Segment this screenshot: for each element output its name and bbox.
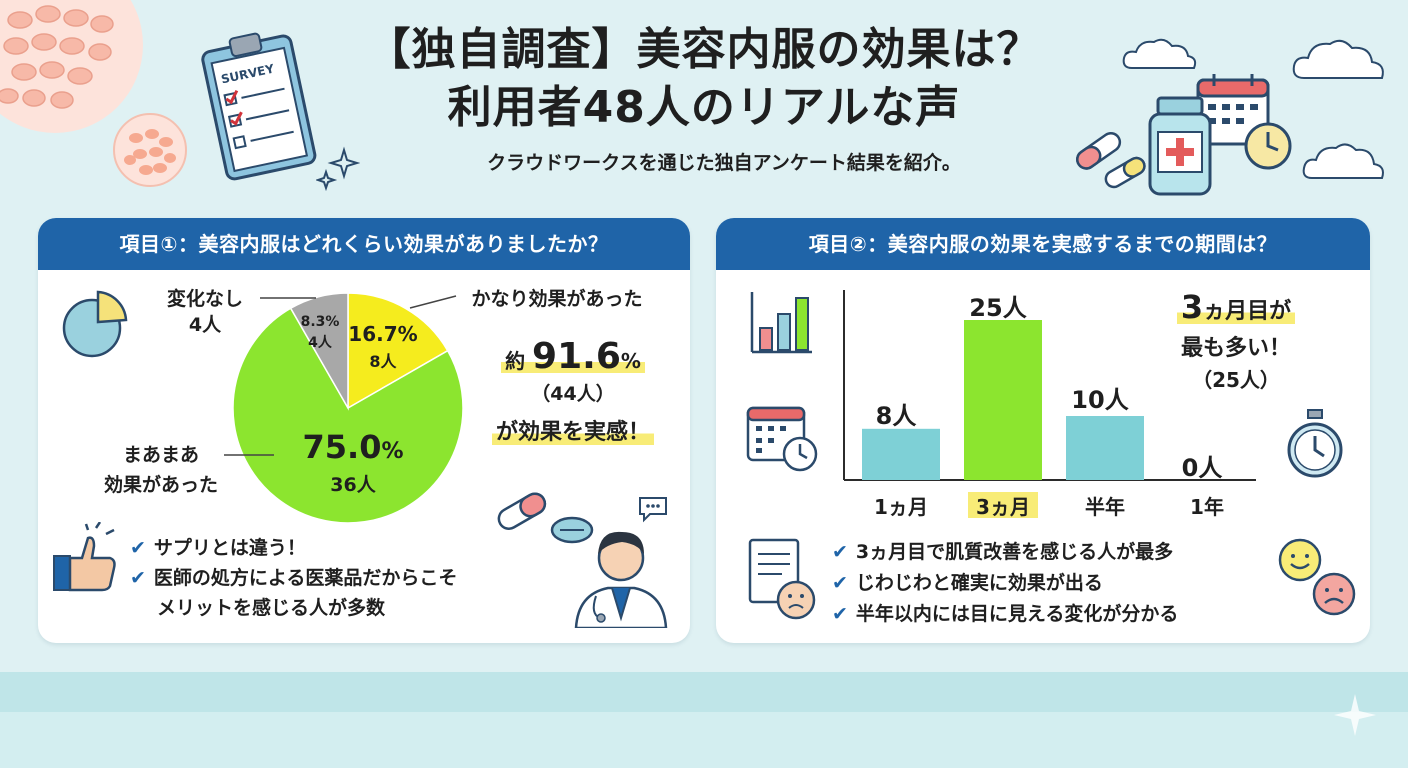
slice-label-gray-count: 4人 <box>308 335 332 351</box>
bar-callout-line1: 3ヵ月目が <box>1176 288 1296 326</box>
bar-value-label-2: 25人 <box>969 294 1027 322</box>
right-panel-heading: 項目②：美容内服の効果を実感するまでの期間は？ <box>716 218 1370 270</box>
background-band <box>0 672 1408 712</box>
left-check-1: ✔ サプリとは違う！ <box>130 534 306 562</box>
page-subtitle: クラウドワークスを通じた独自アンケート結果を紹介。 <box>487 152 961 174</box>
calendar-clock-icon <box>746 406 818 472</box>
survey-clipboard-icon: SURVEY <box>201 32 317 181</box>
sad-face-icon <box>1312 572 1356 616</box>
pie-slice-no-change <box>289 292 349 411</box>
callout-prefix: 約 <box>505 349 526 373</box>
right-check-2: ✔ じわじわと確実に効果が出る <box>832 569 1103 597</box>
bar-category-label-3: 半年 <box>1085 495 1125 518</box>
left-check-3-text: メリットを感じる人が多数 <box>157 597 386 619</box>
callout-suffix-wrap: が効果を実感！ <box>478 414 668 446</box>
check-icon: ✔ <box>832 541 848 563</box>
bar-category-label-4: 1年 <box>1190 495 1224 518</box>
medicine-bottle-icon <box>1148 96 1212 196</box>
right-check-3-text: 半年以内には目に見える変化が分かる <box>855 603 1179 625</box>
bar-callout: 3ヵ月目が 最も多い！ （25人） <box>1136 288 1336 393</box>
doctor-icon <box>574 531 668 628</box>
skin-cells-icon <box>0 0 187 187</box>
bar-value-label-1: 8人 <box>875 402 917 430</box>
leader-line-no-change <box>260 297 316 299</box>
right-check-1: ✔ 3ヵ月目で肌質改善を感じる人が最多 <box>832 538 1173 566</box>
left-check-1-text: サプリとは違う！ <box>153 537 306 559</box>
cloud-icon-bottom <box>1302 143 1384 179</box>
page-title-line1: 【独自調査】美容内服の効果は？ <box>366 24 1042 75</box>
left-check-2: ✔ 医師の処方による医薬品だからこそ <box>130 564 457 592</box>
slice-label-gray-pct: 8.3% <box>300 314 340 330</box>
check-icon: ✔ <box>130 567 146 589</box>
bar-category-label-1: 1ヵ月 <box>874 495 928 518</box>
bar-chart-icon <box>750 292 812 354</box>
bar-3 <box>1066 416 1144 480</box>
check-icon: ✔ <box>832 603 848 625</box>
callout-unit: % <box>620 349 641 373</box>
left-check-2-text: 医師の処方による医薬品だからこそ <box>153 567 458 589</box>
callout-rate: 約 91.6% <box>478 336 668 377</box>
happy-face-icon <box>1278 538 1322 582</box>
bar-category-label-2: 3ヵ月 <box>976 495 1030 518</box>
bar-callout-big: 3 <box>1180 288 1204 326</box>
right-panel: 項目②：美容内服の効果を実感するまでの期間は？ 1ヵ月 3ヵ月 半年 1年 8人 25… <box>716 218 1370 643</box>
right-check-1-text: 3ヵ月目で肌質改善を感じる人が最多 <box>855 541 1174 563</box>
bar-2 <box>964 320 1042 480</box>
left-check-3: メリットを感じる人が多数 <box>157 594 385 622</box>
slice-label-green-unit: % <box>381 439 404 464</box>
bar-category-highlight <box>968 492 1038 518</box>
label-no-change-line2: 4人 <box>188 314 222 336</box>
pie-slice-very-effective <box>347 292 449 410</box>
check-icon: ✔ <box>832 572 848 594</box>
document-sad-face-icon <box>748 538 816 620</box>
speech-bubble-icon <box>639 497 667 523</box>
effect-callout: 約 91.6% （44人） が効果を実感！ <box>478 336 668 446</box>
label-no-change-line1: 変化なし <box>166 288 243 310</box>
slice-label-green-value: 75.0 <box>302 428 382 466</box>
check-icon: ✔ <box>130 537 146 559</box>
label-somewhat-line2: 効果があった <box>103 474 218 496</box>
background-band-lower <box>0 712 1408 768</box>
callout-rate-highlight: 約 91.6% <box>501 336 645 377</box>
sparkle-icon <box>316 146 360 192</box>
cloud-icon-right <box>1292 39 1384 79</box>
slice-label-green-count: 36人 <box>330 474 376 496</box>
label-somewhat-line1: まあまあ <box>122 444 199 466</box>
thumbs-up-icon <box>53 522 116 592</box>
cloud-icon <box>1122 38 1197 69</box>
bar-callout-line1-wrap: 3ヵ月目が <box>1136 288 1336 326</box>
stopwatch-icon <box>1287 409 1343 478</box>
left-panel: 項目①：美容内服はどれくらい効果がありましたか？ 16.7% 8人 8.3% 4… <box>38 218 690 643</box>
effect-pie-chart <box>232 292 464 524</box>
pills-icon <box>497 492 594 544</box>
bar-callout-line2: 最も多い！ <box>1180 336 1291 361</box>
label-very-effective: かなり効果があった <box>471 288 643 310</box>
slice-label-yellow-count: 8人 <box>369 352 397 371</box>
leader-line-somewhat <box>224 454 274 456</box>
bar-1 <box>862 428 940 480</box>
pie-slice-somewhat-effective <box>232 307 464 524</box>
callout-people: （44人） <box>531 383 615 405</box>
leader-line-very-effective <box>409 295 457 309</box>
title-block: 【独自調査】美容内服の効果は？ 利用者48人のリアルな声 クラウドワークスを通じ… <box>0 22 1408 175</box>
sparkle-icon-bottom <box>1334 694 1376 736</box>
clock-icon <box>1244 122 1292 170</box>
bar-callout-line3: （25人） <box>1192 368 1280 392</box>
pie-chart-icon <box>62 290 128 358</box>
slice-label-green-pct: 75.0% <box>278 428 428 466</box>
bar-value-label-3: 10人 <box>1071 386 1129 414</box>
callout-suffix: が効果を実感！ <box>491 420 654 445</box>
right-check-2-text: じわじわと確実に効果が出る <box>855 572 1103 594</box>
capsule-icon <box>1076 131 1146 189</box>
left-panel-heading: 項目①：美容内服はどれくらい効果がありましたか？ <box>38 218 690 270</box>
page-title-line2: 利用者48人のリアルな声 <box>447 82 961 133</box>
callout-value: 91.6 <box>532 336 621 377</box>
calendar-icon <box>1196 74 1270 146</box>
period-bar-chart: 1ヵ月 3ヵ月 半年 1年 <box>843 290 1256 518</box>
right-check-3: ✔ 半年以内には目に見える変化が分かる <box>832 600 1178 628</box>
bar-value-label-4: 0人 <box>1181 454 1223 482</box>
bar-callout-small: ヵ月目が <box>1203 299 1292 324</box>
slice-label-yellow-pct: 16.7% <box>348 322 418 346</box>
